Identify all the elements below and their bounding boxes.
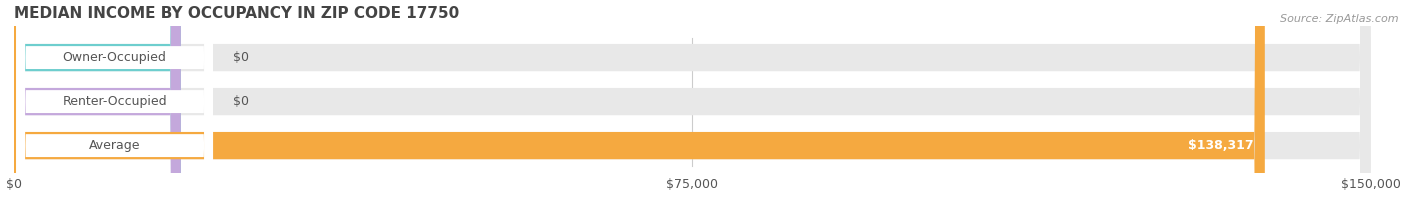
Text: Owner-Occupied: Owner-Occupied <box>63 51 166 64</box>
Text: Renter-Occupied: Renter-Occupied <box>62 95 167 108</box>
Text: $0: $0 <box>233 51 249 64</box>
FancyBboxPatch shape <box>14 0 1371 197</box>
FancyBboxPatch shape <box>14 0 181 197</box>
Text: $0: $0 <box>233 95 249 108</box>
FancyBboxPatch shape <box>17 0 214 197</box>
FancyBboxPatch shape <box>14 0 1371 197</box>
FancyBboxPatch shape <box>14 0 181 197</box>
Text: MEDIAN INCOME BY OCCUPANCY IN ZIP CODE 17750: MEDIAN INCOME BY OCCUPANCY IN ZIP CODE 1… <box>14 6 458 20</box>
Text: $138,317: $138,317 <box>1188 139 1254 152</box>
FancyBboxPatch shape <box>17 0 214 197</box>
FancyBboxPatch shape <box>17 0 214 197</box>
FancyBboxPatch shape <box>14 0 1265 197</box>
Text: Average: Average <box>89 139 141 152</box>
FancyBboxPatch shape <box>14 0 1371 197</box>
Text: Source: ZipAtlas.com: Source: ZipAtlas.com <box>1281 14 1399 24</box>
